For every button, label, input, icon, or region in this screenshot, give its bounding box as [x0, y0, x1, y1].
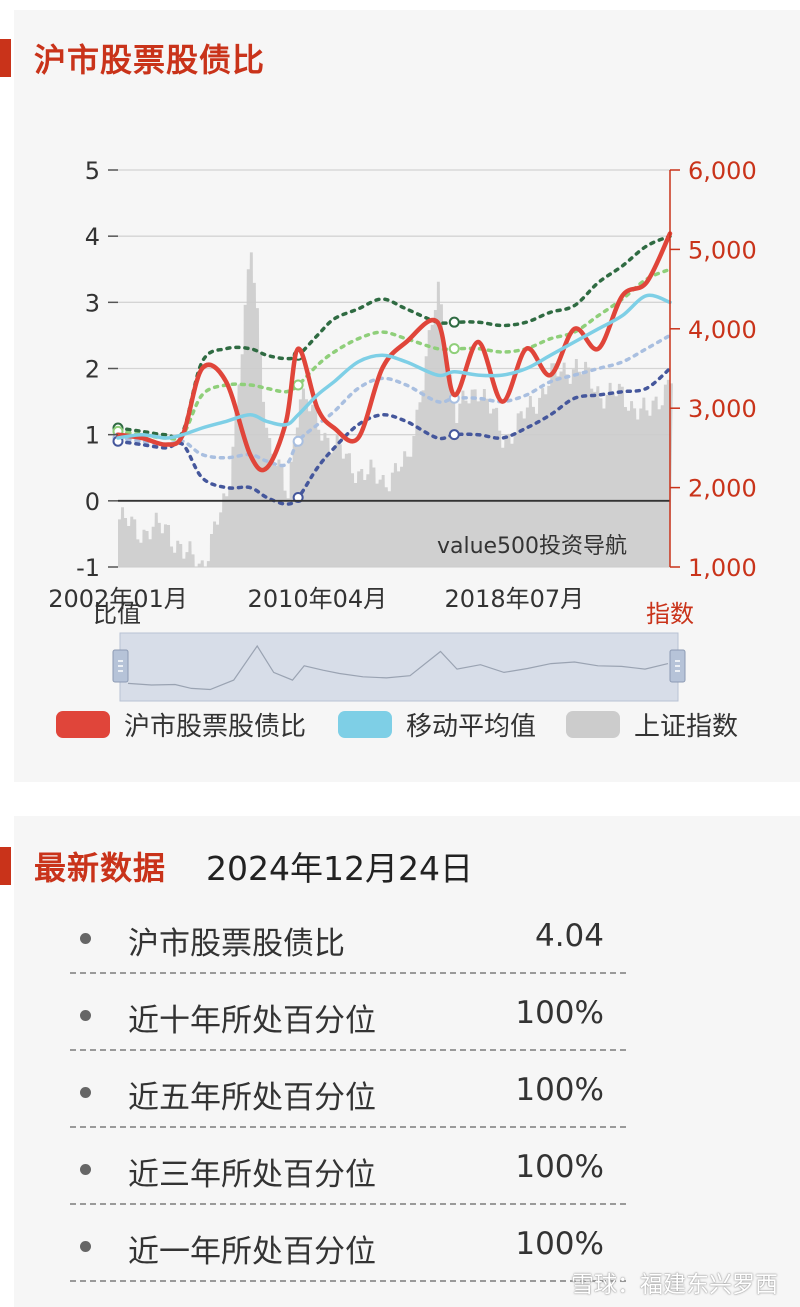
bullet-icon — [80, 933, 91, 944]
title-accent-bar — [0, 847, 11, 885]
index-area — [118, 252, 673, 567]
latest-data-card — [14, 816, 800, 1307]
chart-title-block: 沪市股票股债比 — [0, 35, 265, 81]
range-slider[interactable] — [112, 632, 686, 702]
series-lines-layer — [115, 231, 673, 473]
latest-title-block: 最新数据 2024年12月24日 — [0, 842, 473, 890]
stat-row-5y: 近五年所处百分位 100% — [70, 1050, 626, 1128]
legend-label-moving-average: 移动平均值 — [406, 711, 537, 742]
y-left-tick-label: 1 — [85, 422, 100, 450]
latest-date: 2024年12月24日 — [206, 849, 473, 888]
legend-item-ratio[interactable]: 沪市股票股债比 — [56, 706, 306, 743]
stat-value: 100% — [515, 995, 604, 1031]
y-left-tick-label: -1 — [76, 554, 100, 582]
x-tick-label: 2010年04月 — [248, 585, 388, 613]
band-line-lower_2sd — [116, 366, 672, 506]
legend-item-index[interactable]: 上证指数 — [566, 706, 738, 743]
stat-value: 4.04 — [534, 918, 604, 954]
stat-value: 100% — [515, 1149, 604, 1185]
stat-row-3y: 近三年所处百分位 100% — [70, 1127, 626, 1205]
legend-label-ratio: 沪市股票股债比 — [124, 711, 307, 742]
y-right-tick-label: 1,000 — [688, 554, 757, 582]
range-slider-preview-line — [127, 644, 669, 691]
band-marker — [448, 429, 460, 441]
bullet-icon — [80, 1241, 91, 1252]
chart-title: 沪市股票股债比 — [34, 41, 266, 79]
bullet-icon — [80, 1087, 91, 1098]
stat-row-10y: 近十年所处百分位 100% — [70, 973, 626, 1051]
right-axis-unit: 指数 — [646, 600, 694, 628]
legend-swatch-ratio — [56, 710, 110, 738]
x-tick-label: 2002年01月 — [48, 585, 188, 613]
y-right-tick-label: 3,000 — [688, 395, 757, 423]
y-right-tick-label: 2,000 — [688, 475, 757, 503]
stat-label: 近一年所处百分位 — [128, 1234, 376, 1270]
chart-watermark: value500投资导航 — [437, 534, 627, 559]
title-accent-bar — [0, 39, 11, 77]
y-left-tick-label: 5 — [85, 157, 100, 185]
stat-label: 近三年所处百分位 — [128, 1157, 376, 1193]
legend-item-moving-average[interactable]: 移动平均值 — [338, 706, 536, 743]
stat-label: 近十年所处百分位 — [128, 1003, 376, 1039]
y-right-tick-label: 6,000 — [688, 157, 757, 185]
band-lines-layer — [112, 234, 672, 506]
index-area-layer — [118, 252, 673, 567]
legend-swatch-index — [566, 710, 620, 738]
stat-label: 沪市股票股债比 — [128, 926, 345, 962]
band-line-lower_1sd — [116, 333, 672, 468]
series-line-移动平均值 — [116, 293, 672, 440]
latest-title: 最新数据 — [34, 849, 167, 887]
bullet-icon — [80, 1164, 91, 1175]
stock-bond-ratio-chart: 5 4 3 2 1 0 -1 6,000 5,000 4,000 3,000 2,000 1,000 20… — [48, 157, 757, 702]
legend-label-index: 上证指数 — [634, 711, 739, 742]
x-tick-label: 2018年07月 — [445, 585, 585, 613]
stat-value: 100% — [515, 1226, 604, 1262]
axis-layer: 5 4 3 2 1 0 -1 6,000 5,000 4,000 3,000 2,000 1,000 20… — [48, 157, 757, 613]
y-left-tick-label: 0 — [85, 488, 100, 516]
band-marker — [448, 316, 460, 328]
legend-swatch-moving-average — [338, 710, 392, 738]
range-slider-track — [119, 632, 679, 702]
stat-row-1y: 近一年所处百分位 100% — [70, 1204, 626, 1282]
series-line-沪市股票股债比 — [115, 231, 673, 473]
y-right-tick-label: 5,000 — [688, 236, 757, 264]
band-marker — [448, 343, 460, 355]
band-marker — [292, 492, 304, 504]
range-slider-right-handle[interactable] — [669, 649, 686, 683]
watermark: 雪球：福建东兴罗西 — [571, 1272, 778, 1298]
stat-value: 100% — [515, 1072, 604, 1108]
range-slider-left-handle[interactable] — [112, 649, 129, 683]
y-left-tick-label: 3 — [85, 289, 100, 317]
y-left-tick-label: 4 — [85, 223, 100, 251]
y-left-tick-label: 2 — [85, 356, 100, 384]
band-line-upper_2sd — [116, 234, 672, 440]
band-marker — [292, 379, 304, 391]
stat-row-ratio: 沪市股票股债比 4.04 — [70, 896, 626, 974]
bullet-icon — [80, 1010, 91, 1021]
stat-label: 近五年所处百分位 — [128, 1080, 376, 1116]
band-marker — [292, 435, 304, 447]
left-axis-unit: 比值 — [93, 600, 141, 628]
y-right-tick-label: 4,000 — [688, 316, 757, 344]
